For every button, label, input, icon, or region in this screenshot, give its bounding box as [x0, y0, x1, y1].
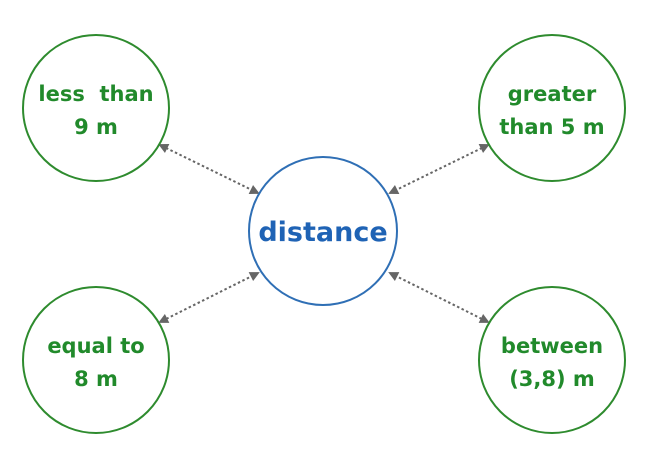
- node-less-than-circle: [22, 34, 170, 182]
- connector-bottom-left: [158, 272, 260, 323]
- connector-bottom-right: [388, 272, 490, 323]
- node-between-line-2: (3,8) m: [509, 367, 595, 391]
- node-between: between (3,8) m: [478, 286, 626, 434]
- node-between-line-1: between: [501, 334, 603, 358]
- center-node: distance: [248, 156, 398, 306]
- node-equal-to-circle: [22, 286, 170, 434]
- node-equal-to: equal to 8 m: [22, 286, 170, 434]
- node-greater-than-circle: [478, 34, 626, 182]
- center-node-circle: [248, 156, 398, 306]
- node-greater-than-line-1: greater: [508, 82, 597, 106]
- node-between-circle: [478, 286, 626, 434]
- node-less-than: less than 9 m: [22, 34, 170, 182]
- node-equal-to-line-2: 8 m: [74, 367, 118, 391]
- node-less-than-line-1: less than: [38, 82, 153, 106]
- node-greater-than: greater than 5 m: [478, 34, 626, 182]
- center-node-label: distance: [258, 217, 387, 248]
- connector-top-right: [388, 144, 490, 194]
- node-equal-to-line-1: equal to: [47, 334, 144, 358]
- node-greater-than-line-2: than 5 m: [499, 115, 604, 139]
- connector-top-left: [158, 144, 260, 194]
- node-less-than-line-2: 9 m: [74, 115, 118, 139]
